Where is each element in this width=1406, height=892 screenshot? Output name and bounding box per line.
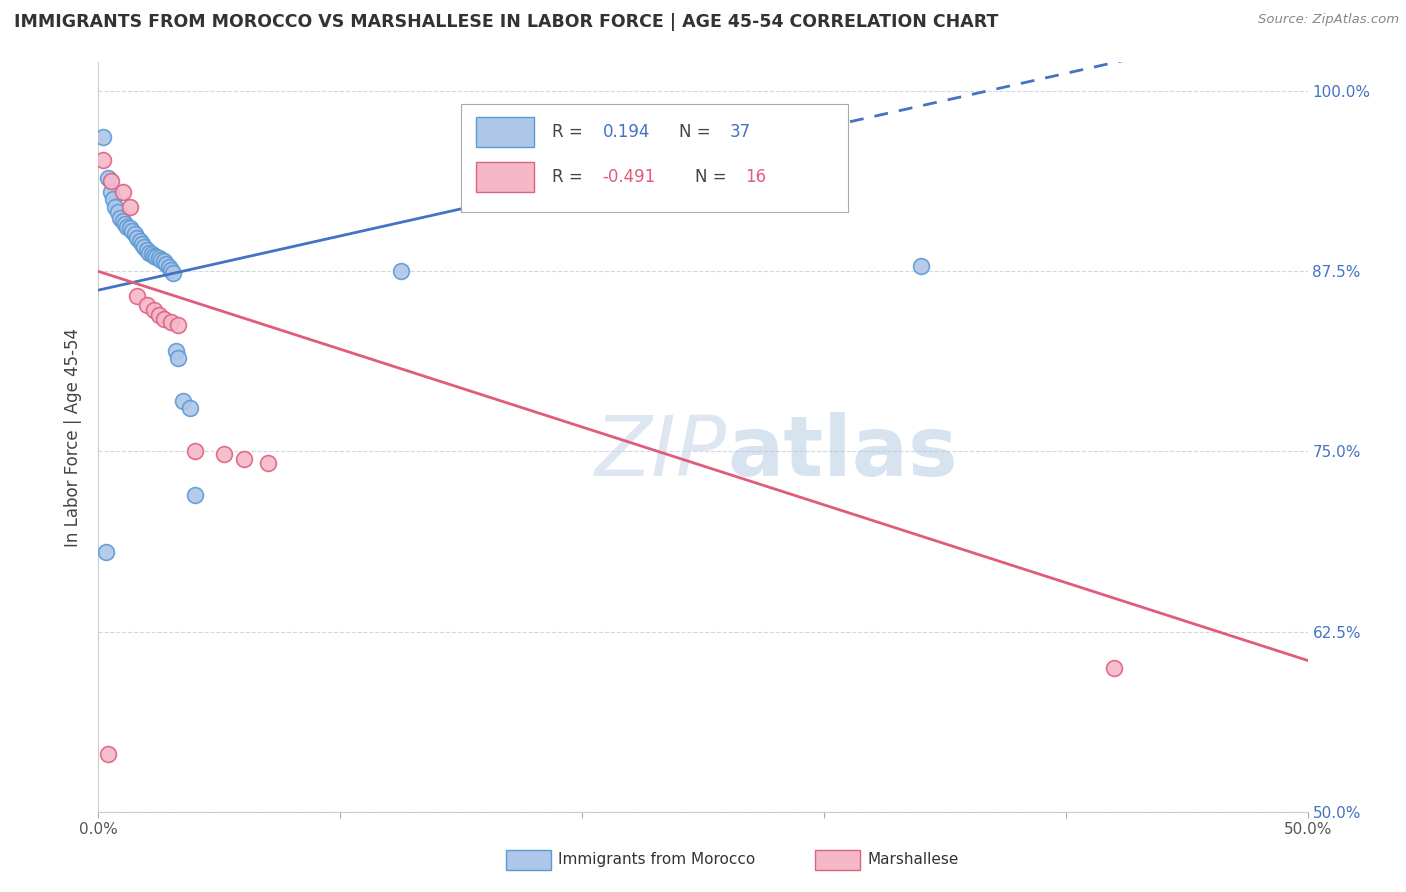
Text: ZIP: ZIP bbox=[595, 411, 727, 492]
Point bbox=[97, 747, 120, 761]
Point bbox=[172, 394, 194, 409]
Point bbox=[97, 170, 120, 185]
Point bbox=[91, 130, 114, 145]
Point bbox=[127, 231, 149, 245]
Bar bbox=[475, 117, 534, 147]
Point bbox=[100, 185, 122, 199]
Point bbox=[127, 289, 149, 303]
Point bbox=[128, 234, 150, 248]
Point bbox=[117, 219, 139, 234]
Text: Marshallese: Marshallese bbox=[868, 853, 959, 867]
Point bbox=[212, 447, 235, 461]
Y-axis label: In Labor Force | Age 45-54: In Labor Force | Age 45-54 bbox=[65, 327, 83, 547]
Point bbox=[94, 545, 117, 559]
Point bbox=[155, 257, 177, 271]
Point bbox=[160, 263, 183, 277]
Point bbox=[101, 192, 124, 206]
Point bbox=[111, 185, 134, 199]
Point bbox=[165, 343, 187, 358]
Text: N =: N = bbox=[695, 168, 731, 186]
Point bbox=[143, 248, 166, 262]
Text: R =: R = bbox=[551, 168, 588, 186]
Point bbox=[389, 264, 412, 278]
Text: IMMIGRANTS FROM MOROCCO VS MARSHALLESE IN LABOR FORCE | AGE 45-54 CORRELATION CH: IMMIGRANTS FROM MOROCCO VS MARSHALLESE I… bbox=[14, 13, 998, 31]
Point bbox=[91, 153, 114, 168]
Point bbox=[148, 308, 170, 322]
Point bbox=[118, 200, 141, 214]
Point bbox=[114, 217, 136, 231]
Point bbox=[184, 488, 207, 502]
FancyBboxPatch shape bbox=[461, 103, 848, 212]
Point bbox=[111, 214, 134, 228]
Point bbox=[118, 221, 141, 235]
Point bbox=[179, 401, 201, 416]
Text: 0.194: 0.194 bbox=[603, 123, 650, 141]
Text: 37: 37 bbox=[730, 123, 751, 141]
Text: -0.491: -0.491 bbox=[603, 168, 655, 186]
Text: Source: ZipAtlas.com: Source: ZipAtlas.com bbox=[1258, 13, 1399, 27]
Point bbox=[167, 318, 190, 332]
Point bbox=[152, 254, 174, 268]
Text: Immigrants from Morocco: Immigrants from Morocco bbox=[558, 853, 755, 867]
Point bbox=[184, 444, 207, 458]
Point bbox=[145, 250, 167, 264]
Point bbox=[152, 312, 174, 326]
Point bbox=[1102, 660, 1125, 674]
Text: 16: 16 bbox=[745, 168, 766, 186]
Point bbox=[100, 173, 122, 187]
Point bbox=[232, 451, 254, 466]
Point bbox=[134, 240, 156, 254]
Point bbox=[141, 247, 163, 261]
Point bbox=[104, 200, 127, 214]
Point bbox=[157, 260, 180, 274]
Point bbox=[256, 456, 278, 470]
Point bbox=[124, 227, 146, 241]
Point bbox=[160, 315, 183, 329]
Point bbox=[135, 243, 157, 257]
Bar bbox=[475, 162, 534, 192]
Point bbox=[138, 245, 160, 260]
Point bbox=[148, 252, 170, 266]
Point bbox=[150, 252, 173, 267]
Point bbox=[131, 237, 153, 252]
Point bbox=[162, 266, 184, 280]
Text: N =: N = bbox=[679, 123, 716, 141]
Point bbox=[143, 303, 166, 318]
Text: R =: R = bbox=[551, 123, 588, 141]
Point bbox=[121, 224, 143, 238]
Point bbox=[135, 297, 157, 311]
Point bbox=[167, 351, 190, 365]
Point bbox=[910, 259, 932, 273]
Point bbox=[107, 205, 129, 219]
Text: atlas: atlas bbox=[727, 411, 957, 492]
Point bbox=[108, 211, 131, 225]
